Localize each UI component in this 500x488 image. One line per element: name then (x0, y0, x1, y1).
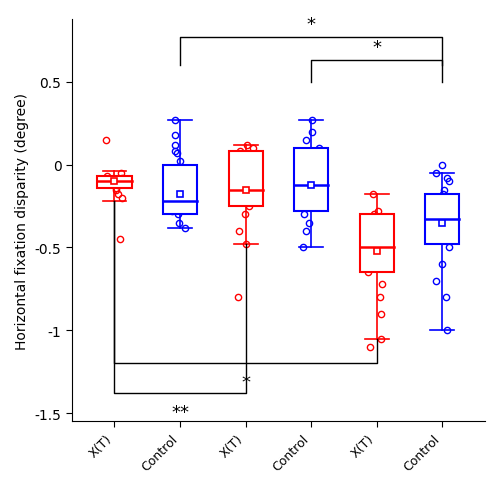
Text: *: * (306, 16, 316, 34)
Text: *: * (241, 374, 250, 392)
Bar (98, 177, 132, 188)
Bar (360, 215, 394, 273)
Text: *: * (372, 39, 382, 57)
Text: **: ** (171, 404, 189, 422)
Bar (426, 195, 460, 244)
Bar (163, 165, 197, 215)
Y-axis label: Horizontal fixation disparity (degree): Horizontal fixation disparity (degree) (15, 92, 29, 349)
Bar (294, 149, 328, 212)
Bar (228, 152, 262, 206)
